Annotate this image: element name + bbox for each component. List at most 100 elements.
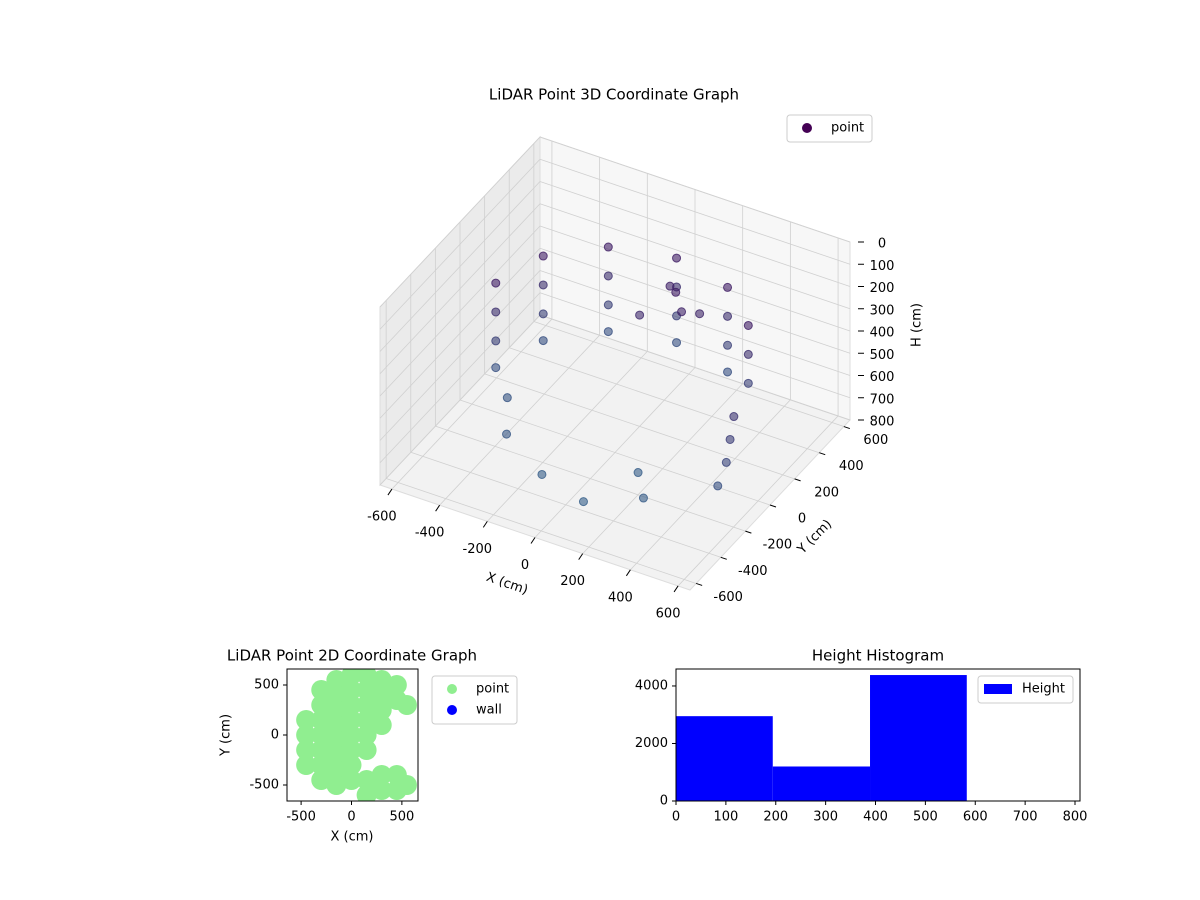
z-tick-label: 400 [870, 326, 895, 341]
z-tick-label: 0 [878, 237, 886, 252]
x-axis-label: X (cm) [484, 570, 530, 598]
x-tick-label: 400 [863, 810, 888, 825]
point [743, 349, 753, 359]
point [326, 685, 347, 705]
legend-marker [447, 705, 457, 715]
chart-title: LiDAR Point 3D Coordinate Graph [489, 86, 739, 104]
y-tick [794, 478, 801, 482]
point [311, 725, 332, 745]
point [672, 253, 682, 263]
point [356, 710, 377, 730]
point [603, 300, 613, 310]
point [537, 469, 547, 479]
point [677, 307, 687, 317]
point [743, 320, 753, 330]
y-tick-label: -400 [738, 564, 768, 579]
point [723, 367, 733, 377]
point [356, 695, 377, 715]
y-tick-label: 4000 [635, 678, 668, 693]
point [386, 675, 407, 695]
legend-label: point [831, 121, 864, 136]
plot-area [296, 669, 417, 801]
point [356, 669, 377, 685]
point [326, 670, 347, 690]
point [538, 336, 548, 346]
x-tick-label: 300 [813, 810, 838, 825]
x-tick-label: 0 [672, 810, 680, 825]
grid-line [539, 181, 851, 287]
grid-line [379, 225, 541, 397]
x-tick [625, 569, 631, 577]
plot-frame [675, 668, 1081, 802]
x-tick-label: -400 [415, 526, 445, 541]
grid-line [539, 158, 851, 265]
x-tick-label: 500 [913, 810, 938, 825]
point [723, 282, 733, 292]
point [396, 695, 417, 715]
x-tick-label: 0 [521, 558, 529, 573]
bar [772, 766, 871, 801]
legend-box [786, 114, 873, 143]
point [326, 745, 347, 765]
chart-title: LiDAR Point 2D Coordinate Graph [227, 647, 477, 665]
point [695, 309, 705, 319]
point [371, 715, 392, 735]
point [638, 493, 648, 503]
legend-marker [447, 684, 457, 694]
z-tick-label: 800 [870, 415, 895, 430]
x-tick-label: 600 [963, 810, 988, 825]
y-tick-label: 500 [254, 678, 279, 693]
grid-line [379, 270, 541, 441]
point [356, 740, 377, 760]
grid-line [539, 247, 851, 354]
point [665, 281, 675, 291]
point [491, 336, 501, 346]
point [603, 242, 613, 252]
x-tick-label: -500 [286, 810, 316, 825]
grid-line [539, 270, 851, 376]
point [326, 775, 347, 795]
point [743, 378, 753, 388]
point [341, 680, 362, 700]
point [356, 725, 377, 745]
y-tick [769, 504, 777, 508]
point [723, 311, 733, 321]
point [341, 740, 362, 760]
legend-label: Height [1022, 682, 1065, 697]
point [371, 670, 392, 690]
x-tick-label: -200 [463, 542, 493, 557]
point [671, 287, 681, 297]
point [311, 695, 332, 715]
y-tick [720, 556, 727, 560]
point [491, 363, 501, 373]
x-tick [530, 537, 536, 544]
point [491, 278, 501, 288]
point [296, 755, 317, 775]
point [396, 775, 417, 795]
y-tick [843, 426, 851, 430]
point [578, 497, 588, 507]
z-tick-label: 100 [870, 259, 895, 274]
z-tick-label: 700 [870, 392, 895, 407]
grid-line [533, 321, 844, 427]
grid-line [435, 425, 746, 532]
y-tick-label: 0 [271, 728, 279, 743]
grid-line [379, 203, 541, 375]
grid-line [509, 347, 820, 454]
point [356, 770, 377, 790]
grid-line [539, 225, 851, 332]
x-tick [673, 585, 679, 593]
grid-line [379, 247, 541, 419]
point [635, 310, 645, 320]
x-tick [387, 488, 393, 496]
z-tick-label: 300 [870, 303, 895, 318]
x-tick [482, 521, 488, 528]
point [341, 710, 362, 730]
point [341, 770, 362, 790]
y-tick-label: 400 [839, 459, 864, 474]
point [491, 307, 501, 317]
x-axis-label: X (cm) [331, 830, 374, 845]
point [713, 481, 723, 491]
point [538, 309, 548, 319]
x-tick-label: 100 [713, 810, 738, 825]
